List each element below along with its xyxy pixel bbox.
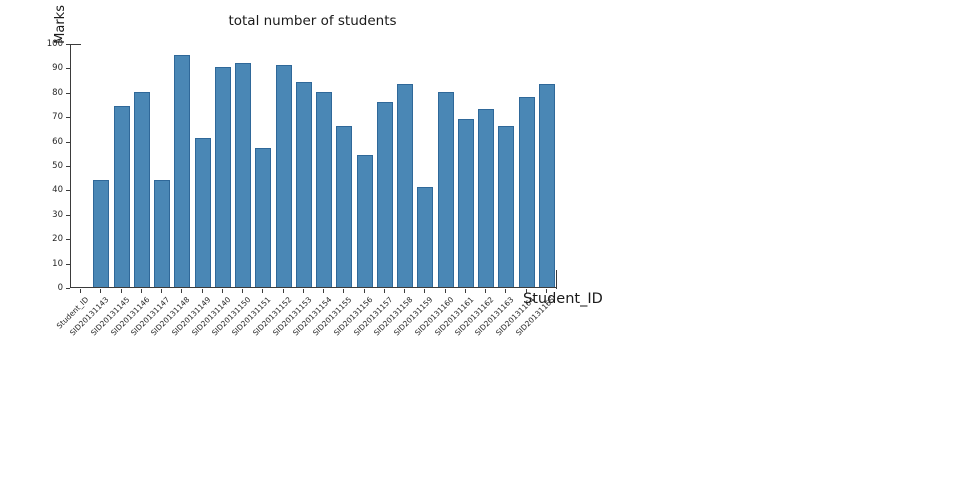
y-tick-label-50: 50 (52, 161, 63, 171)
y-tick-mark-90 (66, 68, 70, 70)
y-tick-mark-20 (66, 239, 70, 241)
bar-SID20131150 (235, 62, 252, 287)
bar-SID20131147 (154, 179, 171, 287)
bars-container (71, 44, 556, 287)
bar-SID20131143 (93, 179, 110, 287)
y-tick-mark-70 (66, 117, 70, 119)
bar-SID20131140 (214, 67, 231, 287)
x-tick-mark-SID20131148 (181, 289, 183, 293)
x-tick-mark-SID20131149 (201, 289, 203, 293)
x-axis-label: Student_ID (523, 291, 603, 307)
y-tick-label-10: 10 (52, 258, 63, 269)
axis-spine-right-stub (556, 270, 557, 289)
x-tick-mark-SID20131158 (404, 289, 406, 293)
y-tick-mark-60 (66, 141, 70, 143)
y-tick-label-60: 60 (52, 136, 63, 147)
bar-SID20131158 (397, 84, 414, 287)
bar-SID20131162 (478, 108, 495, 287)
y-tick-label-80: 80 (52, 87, 63, 98)
y-tick-label-30: 30 (52, 209, 63, 220)
bar-SID20131146 (133, 91, 150, 287)
x-tick-mark-SID20131145 (120, 289, 122, 293)
plot-area (70, 44, 556, 288)
y-tick-mark-40 (66, 190, 70, 192)
bar-SID20131152 (275, 64, 292, 287)
x-tick-mark-SID20131153 (302, 289, 304, 293)
y-tick-mark-80 (66, 92, 70, 94)
x-tick-mark-SID20131161 (464, 289, 466, 293)
x-tick-mark-SID20131154 (323, 289, 325, 293)
y-tick-mark-100 (66, 44, 70, 45)
bar-SID20131161 (457, 118, 474, 287)
x-tick-mark-Student_ID (80, 289, 82, 293)
x-tick-mark-SID20131140 (221, 289, 223, 293)
y-tick-mark-30 (66, 214, 70, 216)
bar-SID20131155 (336, 125, 353, 287)
bar-SID20131165 (538, 84, 555, 287)
y-tick-mark-50 (66, 166, 70, 167)
bar-SID20131151 (255, 147, 272, 287)
y-tick-label-100: 100 (46, 39, 63, 49)
bar-SID20131156 (356, 155, 373, 287)
x-tick-mark-SID20131146 (140, 289, 142, 293)
x-tick-mark-SID20131147 (161, 289, 163, 293)
x-tick-mark-SID20131157 (383, 289, 385, 293)
bar-SID20131163 (498, 125, 515, 287)
bar-SID20131164 (518, 96, 535, 287)
x-tick-mark-SID20131152 (282, 289, 284, 293)
bar-SID20131148 (174, 55, 191, 287)
x-tick-mark-SID20131162 (485, 289, 487, 293)
y-tick-label-90: 90 (52, 63, 63, 74)
x-tick-mark-SID20131150 (242, 289, 244, 293)
x-tick-mark-SID20131159 (424, 289, 426, 293)
x-tick-mark-SID20131164 (525, 289, 527, 293)
x-tick-mark-SID20131163 (505, 289, 507, 293)
bar-SID20131157 (376, 101, 393, 287)
chart-title: total number of students (228, 13, 397, 29)
x-tick-mark-SID20131151 (262, 289, 264, 293)
y-tick-label-0: 0 (57, 283, 63, 293)
bar-SID20131145 (113, 106, 130, 287)
bar-SID20131153 (295, 82, 312, 287)
y-tick-mark-10 (66, 263, 70, 265)
y-tick-label-20: 20 (52, 234, 63, 245)
x-tick-mark-SID20131143 (100, 289, 102, 293)
x-tick-mark-SID20131156 (363, 289, 365, 293)
axis-spine-top-stub (71, 44, 81, 45)
x-tick-mark-SID20131160 (444, 289, 446, 293)
bar-SID20131149 (194, 138, 211, 287)
x-tick-mark-SID20131155 (343, 289, 345, 293)
bar-SID20131160 (437, 91, 454, 287)
y-tick-label-70: 70 (52, 112, 63, 123)
y-tick-mark-0 (66, 288, 70, 289)
bar-SID20131159 (417, 186, 434, 287)
bar-SID20131154 (316, 91, 333, 287)
x-tick-mark-SID20131165 (545, 289, 547, 293)
y-tick-label-40: 40 (52, 185, 63, 196)
